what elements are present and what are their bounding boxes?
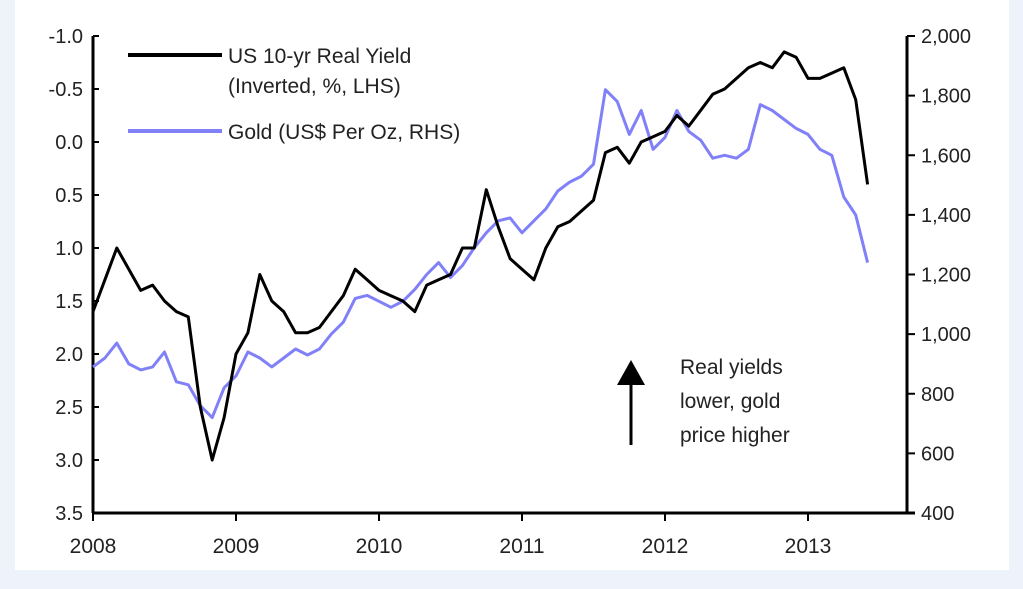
left-tick-label: 0.0 bbox=[55, 132, 83, 154]
series-line-real-yield bbox=[91, 50, 870, 462]
left-tick-label: 1.0 bbox=[55, 238, 83, 260]
legend-label-gold: Gold (US$ Per Oz, RHS) bbox=[228, 121, 460, 144]
legend-label-real-yield: US 10-yr Real Yield bbox=[228, 45, 411, 68]
left-tick-label: 3.5 bbox=[55, 503, 83, 525]
series-line-gold bbox=[92, 88, 870, 420]
right-tick-label: 1,600 bbox=[921, 145, 971, 167]
x-tick-label: 2013 bbox=[785, 535, 832, 558]
x-tick-label: 2012 bbox=[642, 535, 689, 558]
right-tick-label: 1,800 bbox=[921, 86, 971, 108]
annotation: Real yields lower, gold price higher bbox=[617, 356, 790, 447]
left-tick-label: 2.5 bbox=[55, 397, 83, 419]
left-tick-label: 3.0 bbox=[55, 450, 83, 472]
legend-label-real-yield-sub: (Inverted, %, LHS) bbox=[228, 75, 401, 98]
left-tick-label: 0.5 bbox=[55, 185, 83, 207]
left-tick-label: 1.5 bbox=[55, 291, 83, 313]
right-tick-label: 2,000 bbox=[921, 26, 971, 48]
right-tick-label: 1,000 bbox=[921, 324, 971, 346]
left-tick-label: -0.5 bbox=[49, 79, 83, 101]
right-tick-label: 600 bbox=[921, 443, 954, 465]
left-tick-label: -1.0 bbox=[49, 26, 83, 48]
right-tick-label: 1,400 bbox=[921, 205, 971, 227]
right-tick-label: 400 bbox=[921, 503, 954, 525]
right-tick-label: 1,200 bbox=[921, 265, 971, 287]
annotation-arrow-icon bbox=[617, 360, 645, 385]
x-tick-label: 2011 bbox=[499, 535, 544, 558]
annotation-line-1: Real yields bbox=[680, 356, 783, 379]
left-tick-label: 2.0 bbox=[55, 344, 83, 366]
legend: US 10-yr Real Yield (Inverted, %, LHS) G… bbox=[128, 45, 460, 144]
x-tick-label: 2009 bbox=[213, 535, 260, 558]
annotation-line-2: lower, gold bbox=[680, 390, 780, 413]
right-tick-label: 800 bbox=[921, 384, 954, 406]
annotation-line-3: price higher bbox=[680, 424, 790, 447]
x-tick-label: 2010 bbox=[356, 535, 403, 558]
chart-panel bbox=[15, 0, 1009, 570]
x-tick-label: 2008 bbox=[70, 535, 117, 558]
